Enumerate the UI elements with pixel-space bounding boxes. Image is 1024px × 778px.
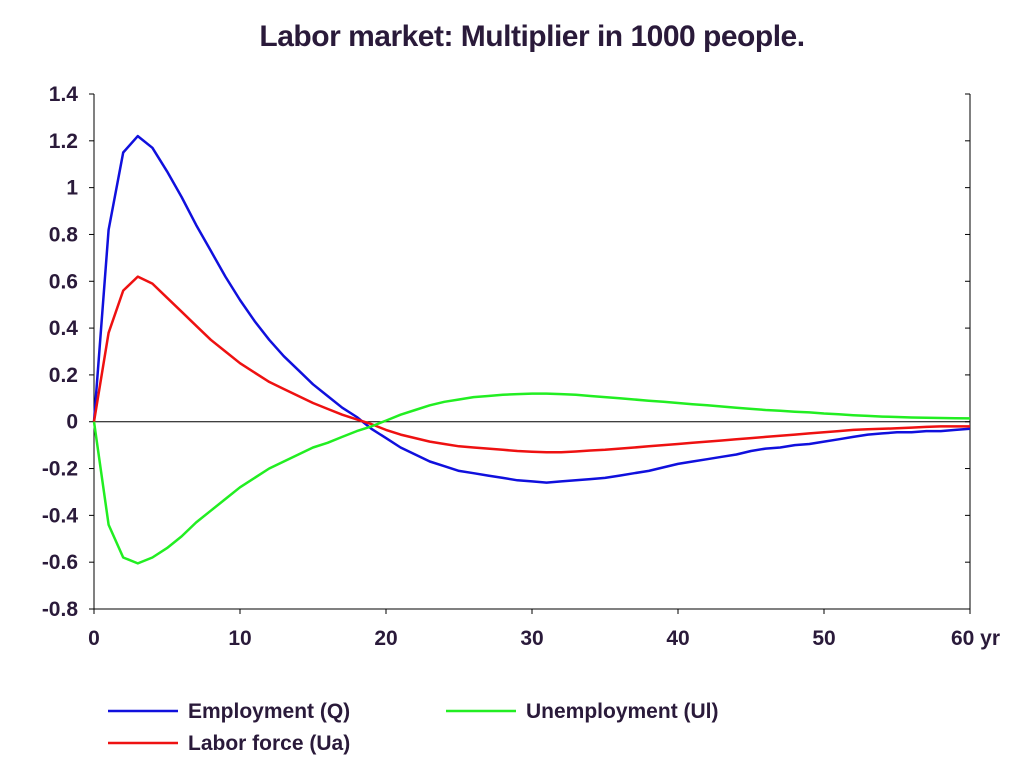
y-tick-label: 1.4 — [49, 83, 79, 106]
legend-label-0: Employment (Q) — [188, 700, 350, 723]
legend: Employment (Q) Labor force (Ua) Unemployme… — [108, 700, 719, 755]
y-tick-label: 0.4 — [49, 317, 79, 340]
legend-label-2: Unemployment (Ul) — [526, 700, 719, 723]
y-tick-label: 0.8 — [49, 223, 79, 246]
y-tick-label: -0.8 — [42, 598, 79, 621]
series-line-1 — [92, 275, 970, 454]
y-tick-label: 0.2 — [49, 364, 78, 387]
y-axis: 1.4 1.2 1 0.8 0.6 0.4 0.2 0 -0.2 -0.4 -0.6 -0.8 — [42, 83, 970, 621]
y-tick-label: 1 — [66, 177, 78, 200]
y-tick-label: 1.2 — [49, 130, 78, 153]
y-tick-label: 0.6 — [49, 270, 78, 293]
x-tick-label: 0 — [88, 627, 100, 650]
series-line-0 — [92, 134, 971, 484]
legend-label-1: Labor force (Ua) — [188, 732, 350, 755]
x-tick-label: 20 — [374, 627, 397, 650]
x-tick-label: 30 — [520, 627, 543, 650]
y-tick-label: 0 — [66, 411, 78, 434]
series-layer — [92, 134, 971, 565]
x-tick-label: 40 — [666, 627, 689, 650]
y-tick-label: -0.4 — [42, 504, 79, 527]
y-tick-label: -0.6 — [42, 551, 78, 574]
x-axis: 0 10 20 30 40 50 60 yr — [88, 609, 1000, 650]
x-tick-label: 10 — [228, 627, 251, 650]
x-tick-label: 50 — [812, 627, 835, 650]
series-line-2 — [92, 392, 971, 565]
chart-title: Labor market: Multiplier in 1000 people. — [259, 20, 805, 53]
x-tick-label: 60 yr — [951, 627, 1000, 650]
y-tick-label: -0.2 — [42, 458, 78, 481]
